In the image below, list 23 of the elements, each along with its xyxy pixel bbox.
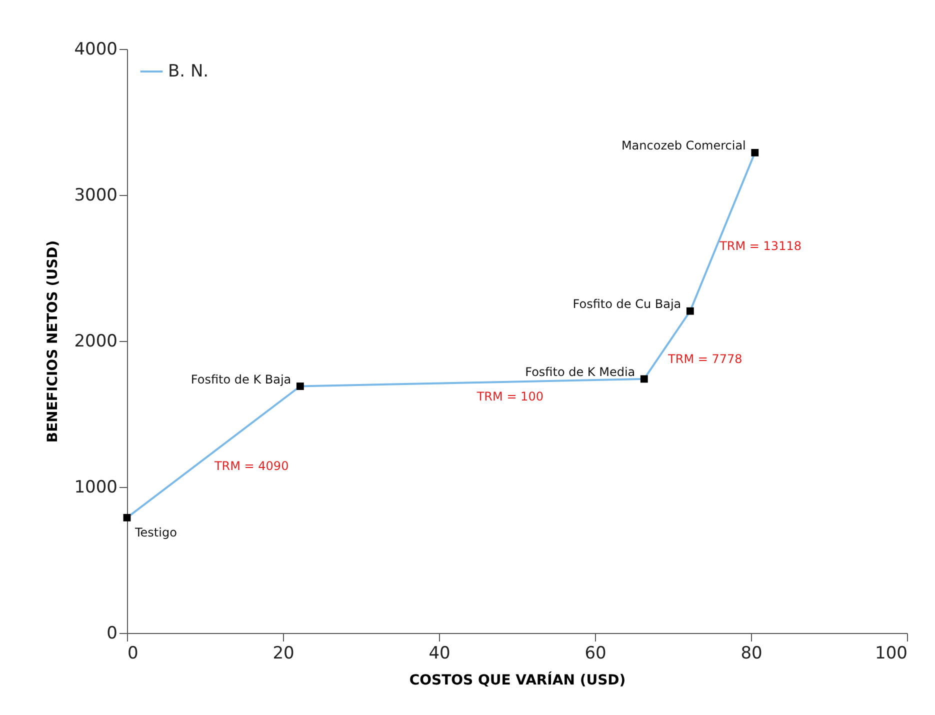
- data-label: Fosfito de K Media: [525, 364, 636, 379]
- data-label: Fosfito de Cu Baja: [572, 297, 682, 312]
- y-tick-label: 1000: [74, 478, 118, 498]
- x-tick-label: 40: [428, 644, 450, 664]
- legend-label: B. N.: [168, 62, 209, 82]
- annotation: TRM = 100: [476, 390, 544, 404]
- x-tick-label: 100: [875, 644, 908, 664]
- data-label: Fosfito de K Baja: [190, 372, 292, 386]
- x-axis-title: COSTOS QUE VARÍAN (USD): [409, 672, 626, 688]
- annotation: TRM = 13118: [718, 238, 802, 253]
- data-label: Testigo: [134, 526, 177, 540]
- annotation: TRM = 4090: [213, 458, 289, 473]
- y-tick-label: 0: [106, 624, 118, 644]
- y-tick-label: 3000: [74, 186, 118, 206]
- x-tick-label: 0: [128, 644, 138, 664]
- data-label: Mancozeb Comercial: [621, 138, 746, 153]
- y-tick-label: 4000: [74, 40, 118, 60]
- y-axis-title: BENEFICIOS NETOS (USD): [45, 240, 62, 443]
- x-tick-label: 80: [740, 644, 762, 664]
- y-tick-label: 2000: [74, 332, 118, 352]
- x-tick-label: 20: [272, 644, 294, 664]
- x-tick-label: 60: [584, 644, 606, 664]
- annotation: TRM = 7778: [667, 352, 742, 366]
